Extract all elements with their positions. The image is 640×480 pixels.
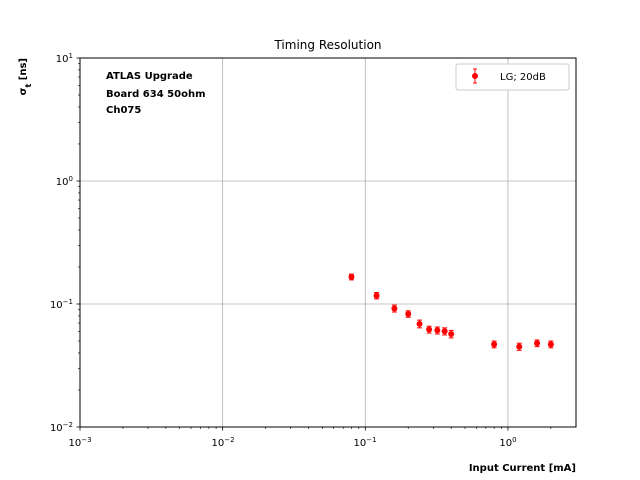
data-point <box>426 325 433 334</box>
point-marker <box>391 305 398 312</box>
y-tick-label: 100 <box>56 175 73 188</box>
x-tick-label: 100 <box>499 436 516 449</box>
data-point <box>391 304 398 313</box>
major-ticks <box>76 57 509 431</box>
data-point <box>405 310 412 318</box>
y-tick-labels: 10−2 10−1 100 101 <box>50 52 73 434</box>
point-marker <box>441 328 448 335</box>
point-marker <box>434 327 441 334</box>
point-marker <box>547 341 554 348</box>
plot-frame <box>79 57 577 428</box>
legend-label: LG; 20dB <box>500 72 546 83</box>
data-points <box>348 273 554 351</box>
data-point <box>348 273 355 281</box>
data-point <box>373 292 380 300</box>
x-tick-label: 10−3 <box>68 436 91 449</box>
data-point <box>547 340 554 349</box>
chart-annotation: ATLAS Upgrade Board 634 50ohm Ch075 <box>106 71 206 116</box>
x-tick-label: 10−1 <box>353 436 376 449</box>
y-axis-label-symbol: σ <box>18 87 29 95</box>
x-tick-label: 10−2 <box>211 436 234 449</box>
data-point <box>434 326 441 335</box>
data-point <box>441 327 448 336</box>
point-marker <box>416 320 423 327</box>
x-axis-label: Input Current [mA] <box>469 463 576 474</box>
point-marker <box>516 343 523 350</box>
x-tick-labels: 10−3 10−2 10−1 100 <box>68 436 516 449</box>
data-point <box>516 342 523 351</box>
data-point <box>491 340 498 349</box>
y-tick-label: 10−1 <box>50 298 73 311</box>
point-marker <box>348 273 355 280</box>
y-axis-label-subscript: t <box>24 84 33 88</box>
data-point <box>448 329 455 339</box>
point-marker <box>534 340 541 347</box>
point-marker <box>448 331 455 338</box>
y-axis-label-unit: [ns] <box>18 58 29 84</box>
point-marker <box>373 292 380 299</box>
data-point <box>534 339 541 348</box>
chart-title: Timing Resolution <box>273 38 381 52</box>
plot-area <box>80 58 576 427</box>
legend-marker <box>472 73 478 79</box>
annotation-line: ATLAS Upgrade <box>106 71 193 82</box>
point-marker <box>426 326 433 333</box>
legend: LG; 20dB <box>455 63 570 91</box>
legend-box <box>455 63 570 91</box>
grid <box>80 58 576 427</box>
y-axis-label: σt [ns] <box>18 58 33 95</box>
point-marker <box>491 341 498 348</box>
point-marker <box>405 310 412 317</box>
annotation-line: Ch075 <box>106 105 141 116</box>
y-tick-label: 10−2 <box>50 421 73 434</box>
annotation-line: Board 634 50ohm <box>106 89 206 100</box>
data-point <box>416 319 423 329</box>
y-tick-label: 101 <box>56 52 73 65</box>
